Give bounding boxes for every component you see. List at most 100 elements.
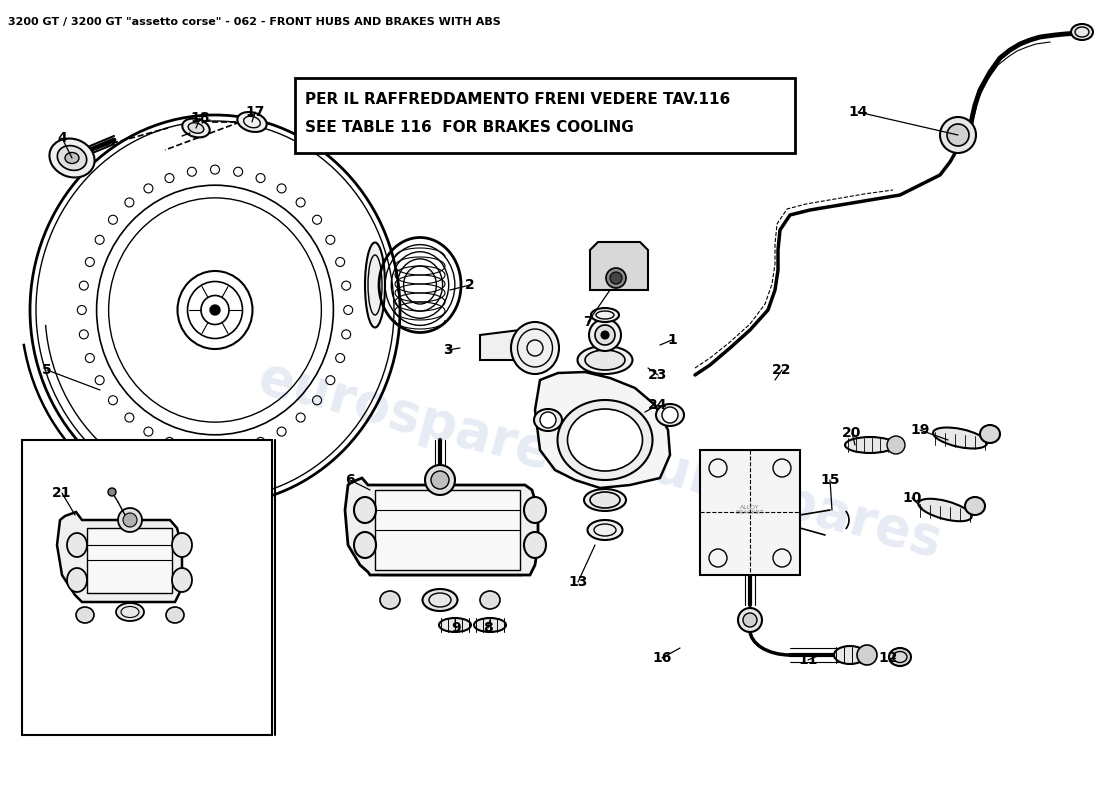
- Ellipse shape: [1071, 24, 1093, 40]
- Polygon shape: [57, 512, 182, 602]
- Circle shape: [610, 272, 621, 284]
- Ellipse shape: [65, 153, 79, 163]
- Circle shape: [595, 325, 615, 345]
- Text: PER IL RAFFREDDAMENTO FRENI VEDERE TAV.116: PER IL RAFFREDDAMENTO FRENI VEDERE TAV.1…: [305, 93, 730, 107]
- Circle shape: [431, 471, 449, 489]
- Ellipse shape: [965, 497, 985, 515]
- Ellipse shape: [889, 648, 911, 666]
- Polygon shape: [590, 242, 648, 290]
- Circle shape: [742, 613, 757, 627]
- Polygon shape: [480, 330, 535, 360]
- Ellipse shape: [57, 146, 87, 170]
- Circle shape: [662, 407, 678, 423]
- Ellipse shape: [933, 427, 987, 449]
- Text: 17: 17: [245, 105, 265, 119]
- Bar: [295, 78, 795, 153]
- Circle shape: [940, 117, 976, 153]
- Ellipse shape: [474, 618, 506, 632]
- Text: 13: 13: [569, 575, 587, 589]
- Circle shape: [738, 608, 762, 632]
- Text: ALLOY
BRACKET: ALLOY BRACKET: [736, 505, 764, 515]
- Ellipse shape: [578, 346, 632, 374]
- Circle shape: [588, 319, 621, 351]
- Ellipse shape: [365, 242, 385, 327]
- Text: eurospares: eurospares: [613, 432, 947, 568]
- Ellipse shape: [238, 112, 266, 132]
- Circle shape: [606, 268, 626, 288]
- Text: 15: 15: [821, 473, 839, 487]
- Text: 3: 3: [443, 343, 453, 357]
- Polygon shape: [345, 478, 538, 575]
- Ellipse shape: [480, 591, 501, 609]
- Text: 16: 16: [652, 651, 672, 665]
- Bar: [87, 528, 172, 593]
- Text: 11: 11: [799, 653, 817, 667]
- Circle shape: [857, 645, 877, 665]
- Ellipse shape: [166, 607, 184, 623]
- Ellipse shape: [845, 437, 895, 453]
- Ellipse shape: [534, 409, 562, 431]
- Text: 19: 19: [911, 423, 930, 437]
- Circle shape: [601, 331, 609, 339]
- Text: 6: 6: [345, 473, 355, 487]
- Bar: [700, 450, 800, 575]
- Ellipse shape: [584, 489, 626, 511]
- Text: 23: 23: [648, 368, 668, 382]
- Ellipse shape: [918, 498, 971, 522]
- Text: 1: 1: [667, 333, 676, 347]
- Text: SEE TABLE 116  FOR BRAKES COOLING: SEE TABLE 116 FOR BRAKES COOLING: [305, 121, 634, 135]
- Ellipse shape: [524, 532, 546, 558]
- Ellipse shape: [558, 400, 652, 480]
- Ellipse shape: [67, 568, 87, 592]
- Text: eurospares: eurospares: [252, 352, 587, 488]
- Circle shape: [947, 124, 969, 146]
- Ellipse shape: [67, 533, 87, 557]
- Ellipse shape: [50, 138, 95, 178]
- Circle shape: [540, 412, 556, 428]
- Text: 9: 9: [451, 621, 461, 635]
- Ellipse shape: [590, 492, 620, 508]
- Circle shape: [118, 508, 142, 532]
- Ellipse shape: [591, 308, 619, 322]
- Ellipse shape: [585, 350, 625, 370]
- Ellipse shape: [980, 425, 1000, 443]
- Text: 5: 5: [42, 363, 52, 377]
- Bar: [22, 440, 272, 735]
- Ellipse shape: [834, 646, 866, 664]
- Polygon shape: [535, 372, 670, 488]
- Text: 8: 8: [483, 621, 493, 635]
- Ellipse shape: [568, 409, 642, 471]
- Ellipse shape: [422, 589, 458, 611]
- Text: 20: 20: [843, 426, 861, 440]
- Text: 24: 24: [648, 398, 668, 412]
- Ellipse shape: [439, 618, 471, 632]
- Ellipse shape: [354, 497, 376, 523]
- Ellipse shape: [354, 532, 376, 558]
- Text: 4: 4: [57, 131, 67, 145]
- Ellipse shape: [183, 118, 210, 138]
- Text: 10: 10: [902, 491, 922, 505]
- Ellipse shape: [76, 607, 94, 623]
- Ellipse shape: [656, 404, 684, 426]
- Text: 2: 2: [465, 278, 475, 292]
- Circle shape: [887, 436, 905, 454]
- Ellipse shape: [172, 533, 192, 557]
- Text: 18: 18: [190, 111, 210, 125]
- Text: 14: 14: [848, 105, 868, 119]
- Text: 22: 22: [772, 363, 792, 377]
- Circle shape: [108, 488, 115, 496]
- Text: 3200 GT / 3200 GT "assetto corse" - 062 - FRONT HUBS AND BRAKES WITH ABS: 3200 GT / 3200 GT "assetto corse" - 062 …: [8, 17, 500, 27]
- Ellipse shape: [587, 520, 623, 540]
- Text: 12: 12: [878, 651, 898, 665]
- Circle shape: [123, 513, 138, 527]
- Ellipse shape: [172, 568, 192, 592]
- Ellipse shape: [116, 603, 144, 621]
- Ellipse shape: [379, 591, 400, 609]
- Text: 7: 7: [583, 315, 593, 329]
- Circle shape: [425, 465, 455, 495]
- Text: 21: 21: [53, 486, 72, 500]
- Ellipse shape: [512, 322, 559, 374]
- Ellipse shape: [524, 497, 546, 523]
- Circle shape: [210, 305, 220, 315]
- Bar: [375, 490, 520, 570]
